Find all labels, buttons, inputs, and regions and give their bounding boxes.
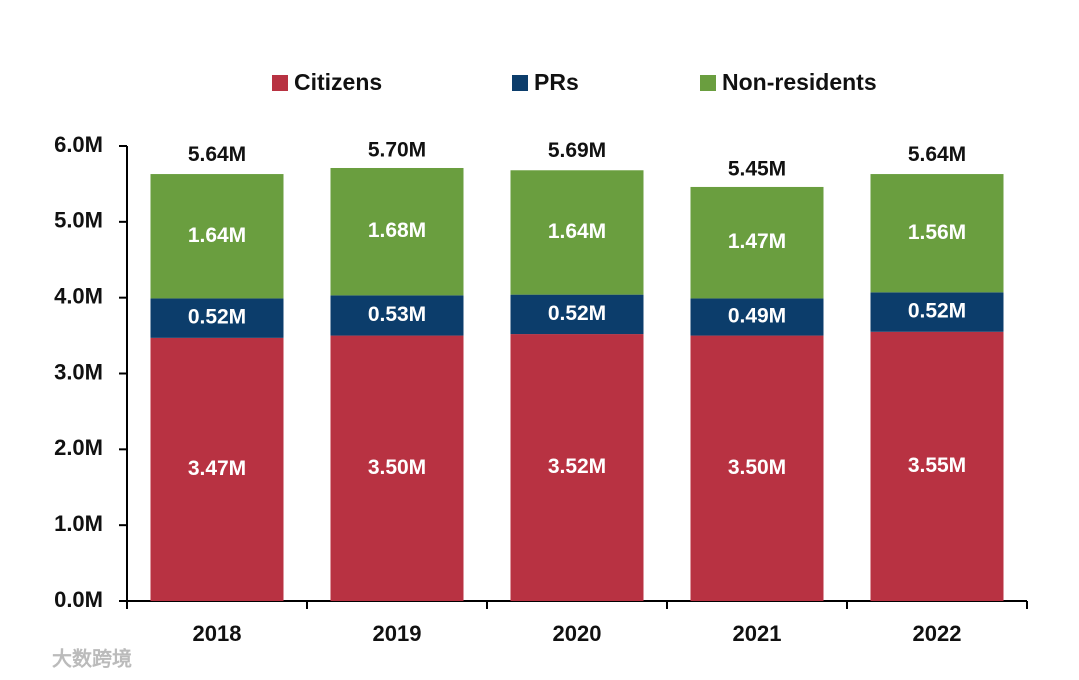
- legend-label: PRs: [534, 69, 579, 95]
- bar-segment: [870, 292, 1004, 332]
- bar-segment: [330, 295, 464, 336]
- legend-label: Non-residents: [722, 69, 877, 95]
- bar-segment: [870, 331, 1004, 601]
- total-label: 5.45M: [728, 157, 786, 180]
- bar-segment: [330, 335, 464, 601]
- x-tick-label: 2019: [373, 621, 422, 646]
- value-label: 0.52M: [908, 300, 966, 323]
- y-tick-label: 5.0M: [54, 208, 103, 233]
- bar-segment: [330, 167, 464, 296]
- y-tick-label: 1.0M: [54, 511, 103, 536]
- watermark: 大数跨境: [52, 646, 132, 670]
- value-label: 3.47M: [188, 457, 246, 480]
- total-label: 5.64M: [908, 143, 966, 166]
- y-tick-label: 4.0M: [54, 283, 103, 308]
- x-tick-label: 2020: [553, 621, 602, 646]
- value-label: 0.53M: [368, 303, 426, 326]
- y-tick-label: 2.0M: [54, 435, 103, 460]
- bar-segment: [510, 170, 644, 295]
- value-label: 1.64M: [188, 224, 246, 247]
- x-tick-label: 2022: [913, 621, 962, 646]
- y-tick-label: 0.0M: [54, 587, 103, 612]
- value-label: 3.55M: [908, 454, 966, 477]
- value-label: 0.49M: [728, 305, 786, 328]
- value-label: 1.64M: [548, 220, 606, 243]
- bar-segment: [150, 337, 284, 601]
- y-tick-label: 6.0M: [54, 132, 103, 157]
- legend-swatch: [512, 75, 528, 91]
- bar-segment: [510, 294, 644, 335]
- bar-segment: [150, 174, 284, 299]
- value-label: 3.50M: [368, 456, 426, 479]
- value-label: 0.52M: [548, 302, 606, 325]
- legend-swatch: [700, 75, 716, 91]
- legend-swatch: [272, 75, 288, 91]
- bar-segment: [690, 186, 824, 299]
- bar-segment: [150, 298, 284, 338]
- x-tick-label: 2021: [733, 621, 782, 646]
- bar-segment: [870, 174, 1004, 293]
- legend-label: Citizens: [294, 69, 382, 95]
- bar-segment: [690, 335, 824, 601]
- value-label: 0.52M: [188, 306, 246, 329]
- total-label: 5.69M: [548, 139, 606, 162]
- x-tick-label: 2018: [193, 621, 242, 646]
- y-tick-label: 3.0M: [54, 359, 103, 384]
- value-label: 3.52M: [548, 455, 606, 478]
- value-label: 1.68M: [368, 219, 426, 242]
- bar-segment: [690, 298, 824, 336]
- total-label: 5.64M: [188, 143, 246, 166]
- bar-segment: [510, 334, 644, 601]
- total-label: 5.70M: [368, 138, 426, 161]
- value-label: 1.47M: [728, 230, 786, 253]
- value-label: 3.50M: [728, 456, 786, 479]
- value-label: 1.56M: [908, 221, 966, 244]
